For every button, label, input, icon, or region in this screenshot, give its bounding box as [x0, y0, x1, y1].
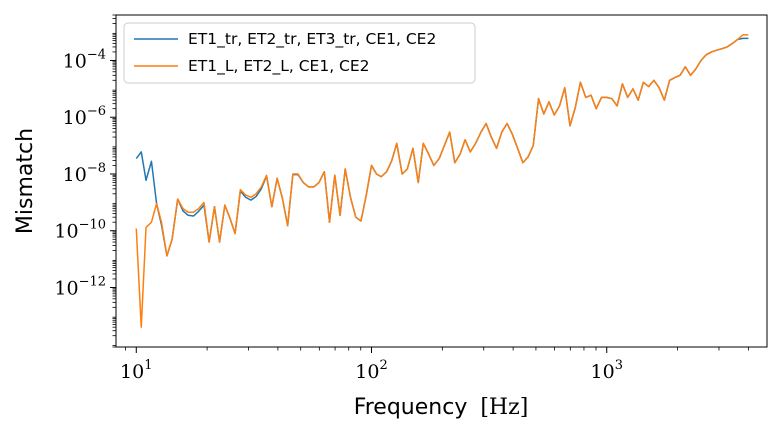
y-axis-title: Mismatch — [13, 128, 38, 234]
y-tick-base: 10 — [63, 107, 87, 129]
x-tick-base: 10 — [591, 361, 615, 383]
x-tick-base: 10 — [120, 361, 144, 383]
legend: ET1_tr, ET2_tr, ET3_tr, CE1, CE2 ET1_L, … — [123, 22, 476, 84]
y-tick-label: 10−8 — [63, 161, 106, 186]
y-tick-base: 10 — [63, 50, 87, 72]
x-tick-exponent: 3 — [615, 358, 623, 373]
x-tick-label: 101 — [120, 358, 152, 383]
y-tick-exponent: −6 — [87, 104, 106, 119]
y-tick-exponent: −8 — [87, 161, 106, 176]
y-tick-base: 10 — [54, 277, 78, 299]
legend-box — [123, 22, 476, 84]
x-tick-exponent: 2 — [379, 358, 387, 373]
y-tick-base: 10 — [54, 221, 78, 243]
x-tick-label: 103 — [591, 358, 623, 383]
y-tick-label: 10−12 — [54, 274, 106, 299]
y-tick-base: 10 — [63, 164, 87, 186]
x-axis-unit: [Hz] — [480, 395, 528, 420]
y-tick-label: 10−10 — [54, 218, 106, 243]
series-line-2 — [135, 34, 749, 328]
x-axis-title: Frequency [Hz] — [354, 395, 529, 420]
y-tick-exponent: −12 — [79, 274, 106, 289]
x-tick-base: 10 — [355, 361, 379, 383]
series-layer — [135, 34, 749, 328]
y-tick-exponent: −4 — [87, 47, 106, 62]
x-axis-label: Frequency — [354, 395, 468, 420]
y-tick-label: 10−6 — [63, 104, 106, 129]
y-tick-exponent: −10 — [79, 218, 106, 233]
y-tick-label: 10−4 — [63, 47, 106, 72]
x-tick-exponent: 1 — [144, 358, 152, 373]
x-tick-label: 102 — [355, 358, 387, 383]
legend-label-series-1: ET1_tr, ET2_tr, ET3_tr, CE1, CE2 — [188, 30, 436, 49]
legend-label-series-2: ET1_L, ET2_L, CE1, CE2 — [188, 57, 370, 76]
